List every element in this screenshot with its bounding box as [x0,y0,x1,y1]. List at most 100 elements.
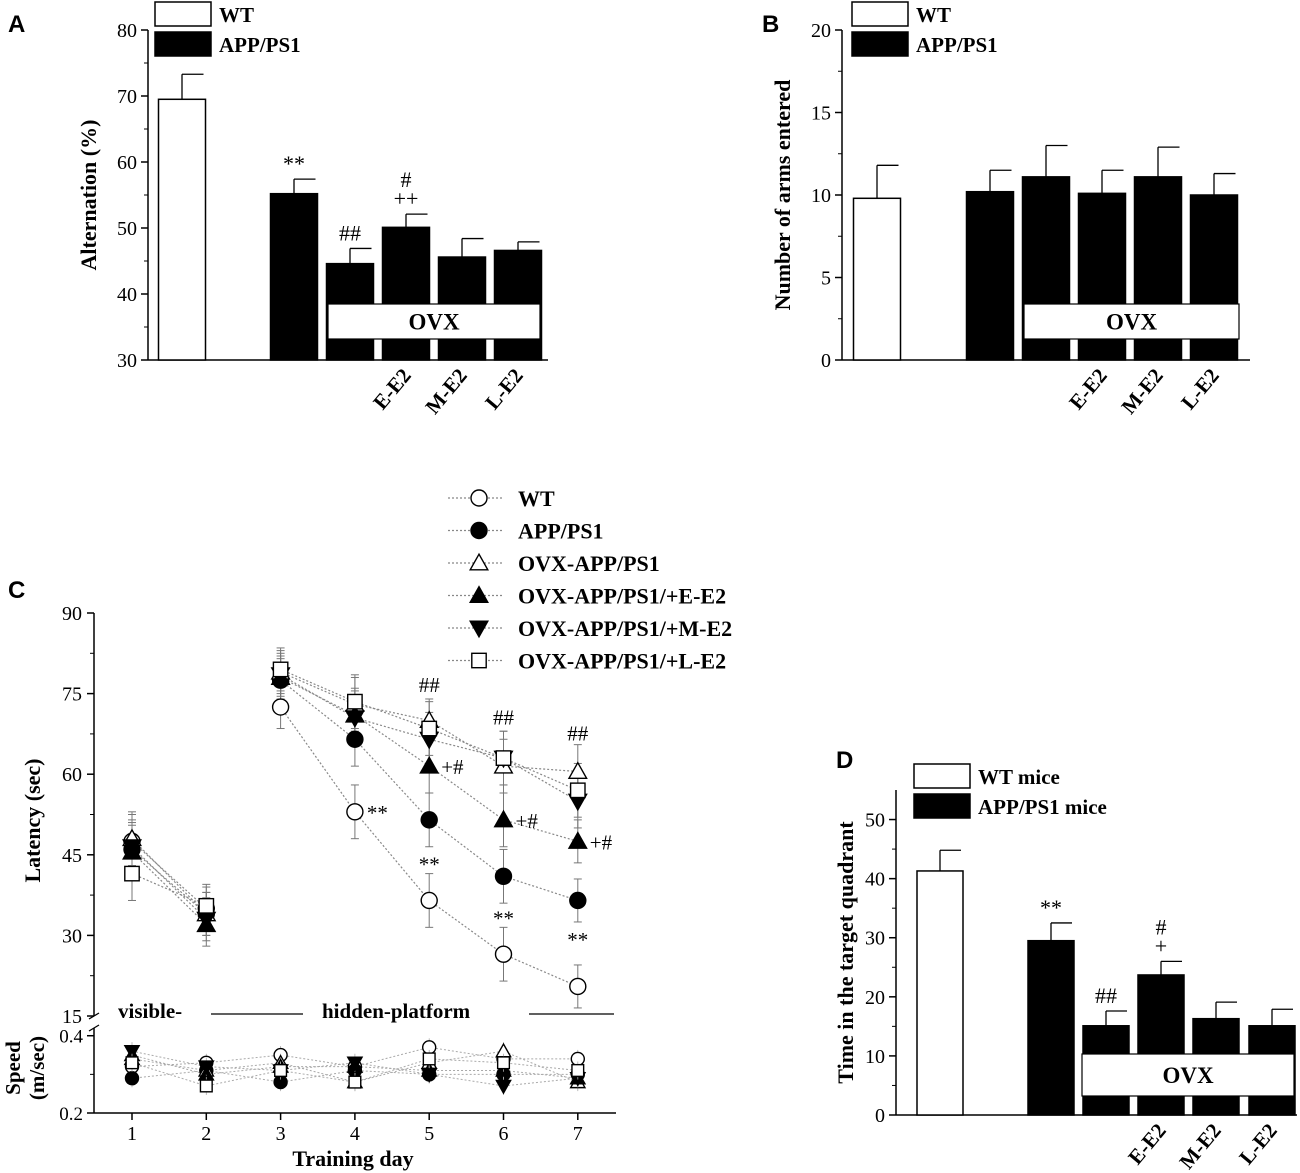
b-y-tick-label: 0 [821,350,831,372]
a-category-label: M-E2 [420,364,471,419]
c-legend-label: OVX-APP/PS1/+L-E2 [518,649,726,674]
c-series-3-point [567,831,588,849]
a-bar [157,98,207,361]
c-series-0-point [420,891,438,910]
a-category-label: L-E2 [480,364,528,414]
c-series-4-speed-point [346,1056,364,1072]
a-y-tick-label: 70 [117,86,137,108]
a-significance-label: ** [283,151,305,176]
c-legend-label: WT [518,486,555,511]
b-bar [852,197,902,361]
b-y-tick-label: 5 [821,268,831,290]
c-series-0-point [271,698,290,716]
c-significance-label: +# [516,809,539,833]
c-series-5-speed-point [274,1063,288,1078]
d-significance-label: ** [1040,895,1062,920]
panel-label-a: A [8,11,25,38]
c-y-tick-label: 45 [62,845,82,867]
d-y-tick-label: 0 [875,1105,885,1127]
c-y-tick-label: 15 [62,1006,82,1028]
c-series-5-line [131,873,207,907]
d-ovx-label: OVX [1162,1063,1214,1088]
d-y-tick-label: 50 [865,810,885,832]
d-bar [1027,939,1075,1116]
c-legend-label: OVX-APP/PS1/+E-E2 [518,584,726,609]
d-legend-label: WT mice [978,765,1060,789]
c-series-4-speed-point [495,1079,512,1095]
b-category-label: L-E2 [1176,364,1224,414]
a-significance-label: ++ [394,186,419,211]
b-y-tick-label: 10 [811,185,831,207]
d-category-label: E-E2 [1123,1119,1171,1169]
c-axis-break [88,1012,100,1020]
c-legend-marker [470,489,488,507]
c-phase-label-hidden: hidden-platform [322,999,471,1023]
c-series-5-speed-point [422,1052,436,1066]
d-significance-label: # [1156,914,1167,939]
c-significance-label: ## [567,722,589,746]
panel-label-c: C [8,577,25,604]
c-series-3-line [131,851,207,926]
c-x-tick-label: 3 [276,1123,286,1145]
c-series-0-point [346,803,364,821]
c-y-tick-label: 60 [62,764,82,786]
c-series-2-line [131,838,207,915]
c-legend-marker [469,620,489,639]
b-bar [965,190,1015,361]
c-significance-label: ** [367,801,388,825]
c-legend-marker [470,521,488,540]
c-series-1-point [494,867,513,885]
c-series-5-speed-point [571,1063,585,1078]
d-category-label: L-E2 [1234,1119,1282,1169]
c-significance-label: ## [419,673,441,697]
c-speed-y-axis-label: Speed [1,1041,25,1095]
c-series-1-point [569,891,587,910]
c-significance-label: ## [493,705,515,729]
a-y-axis-label: Alternation (%) [76,120,101,271]
c-series-5-speed-point [496,1056,511,1070]
b-ovx-label: OVX [1106,310,1158,335]
c-x-tick-label: 1 [127,1123,137,1145]
c-y-tick-label: 30 [62,925,82,947]
b-legend-label: WT [916,3,951,27]
c-y-axis-label: Latency (sec) [20,758,45,882]
c-series-1-point [346,730,364,748]
c-legend-marker [469,585,489,603]
c-significance-label: ** [567,928,588,952]
d-significance-label: + [1155,933,1167,958]
c-speed-y-tick-label: 0.2 [59,1104,83,1125]
c-series-4-point [122,839,142,857]
c-series-4-point [344,710,365,729]
c-phase-label-visible: visible- [118,999,182,1023]
b-category-label: M-E2 [1116,364,1167,419]
c-series-3-point [493,809,514,828]
a-ovx-label: OVX [408,310,460,335]
b-legend-swatch [851,31,909,57]
a-legend-label: APP/PS1 [219,33,301,57]
c-x-tick-label: 2 [201,1123,211,1145]
c-legend-label: APP/PS1 [518,519,604,544]
d-y-axis-label: Time in the target quadrant [833,821,858,1084]
a-bar [269,192,319,361]
b-legend-swatch [851,1,909,27]
a-y-tick-label: 40 [117,284,137,306]
c-x-tick-label: 6 [499,1123,509,1145]
c-series-5-point [124,865,140,882]
c-speed-y-axis-label-unit: (m/sec) [25,1036,49,1100]
c-series-1-point [420,811,438,829]
c-series-5-speed-point [199,1079,213,1093]
a-significance-label: # [401,167,412,192]
c-series-4-speed-point [420,1068,438,1083]
c-significance-label: +# [590,830,613,854]
a-legend-swatch [154,31,212,57]
d-bar [916,870,964,1116]
c-series-5-point [569,782,586,799]
a-legend-swatch [154,1,212,27]
c-series-4-speed-point [197,1060,215,1076]
c-significance-label: ** [419,853,440,877]
d-ovx-box [1081,1053,1295,1097]
a-bar [381,226,431,361]
c-legend-marker [469,552,489,571]
c-series-0-point [569,977,587,996]
a-y-tick-label: 60 [117,152,137,174]
